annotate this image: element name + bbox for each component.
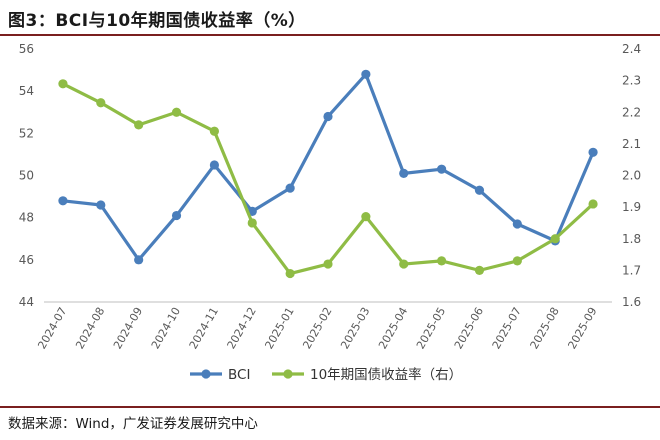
data-point [247,218,257,228]
x-tick-label: 2025-02 [300,305,334,351]
x-tick-label: 2025-06 [452,305,486,351]
data-point [550,234,560,244]
x-tick-label: 2025-08 [528,305,562,351]
y-right-tick-label: 2.3 [622,74,641,88]
y-left-tick-label: 46 [19,253,34,267]
x-tick-label: 2025-03 [338,305,372,351]
data-point [361,69,371,79]
data-point [588,199,598,209]
data-point [96,200,106,210]
data-point [437,256,447,266]
data-point [437,164,447,174]
series-line [62,72,595,262]
x-tick-label: 2025-05 [414,305,448,351]
chart-axes: 44 46 48 50 52 54 56 1.6 1.7 1.8 1.9 2.0 2.1 2.2 2.3 2.… [19,42,641,351]
data-point [399,259,409,269]
y-left-tick-label: 56 [19,42,34,56]
data-point [399,168,409,178]
series-bond-yield [58,79,598,279]
y-right-tick-label: 1.9 [622,200,641,214]
data-point [512,256,522,266]
chart-legend: BCI 10年期国债收益率（右） [190,366,462,383]
x-tick-label: 2025-07 [490,305,524,351]
x-tick-label: 2024-09 [111,305,145,351]
x-tick-label: 2024-10 [149,305,183,351]
data-point [588,147,598,157]
source-note: 数据来源：Wind，广发证券发展研究中心 [8,416,258,432]
y-right-tick-label: 2.2 [622,105,641,119]
series-bci [58,69,598,265]
legend-item: 10年期国债收益率（右） [272,366,462,383]
legend-marker [201,369,211,379]
legend-label: BCI [228,367,250,383]
y-left-tick-label: 44 [19,295,34,309]
title-rule [0,34,660,36]
data-point [323,111,333,122]
x-tick-label: 2024-11 [187,305,221,351]
x-tick-label: 2025-04 [376,305,410,351]
y-left-tick-label: 48 [19,211,34,225]
x-tick-label: 2025-09 [565,305,599,351]
x-tick-label: 2024-12 [225,305,259,351]
data-point [134,120,144,130]
y-right-tick-label: 1.6 [622,295,641,309]
data-point [171,107,182,117]
y-right-tick-label: 1.7 [622,263,641,277]
chart-marks [58,69,598,279]
y-right-tick-label: 1.8 [622,232,641,246]
data-point [474,265,485,275]
legend-label: 10年期国债收益率（右） [310,366,462,383]
source-rule [0,406,660,408]
y-left-tick-label: 54 [19,84,34,98]
data-point [96,98,106,108]
x-tick-label: 2024-08 [73,305,107,351]
data-point [171,210,182,221]
data-point [512,219,522,229]
data-point [285,183,295,193]
x-tick-label: 2024-07 [35,305,69,351]
data-point [58,196,68,206]
y-right-tick-label: 2.1 [622,137,641,151]
data-point [209,160,219,170]
y-right-tick-label: 2.4 [622,42,641,56]
data-point [209,126,219,136]
data-point [134,255,144,265]
data-point [323,259,333,269]
y-left-tick-label: 52 [19,126,34,140]
data-point [58,79,68,89]
y-left-tick-label: 50 [19,169,34,183]
data-point [474,185,485,195]
data-point [361,212,371,222]
legend-marker [283,369,293,379]
data-point [285,268,295,279]
x-tick-label: 2025-01 [262,305,296,351]
legend-item: BCI [190,367,250,383]
y-right-tick-label: 2.0 [622,169,641,183]
figure-title: 图3：BCI与10年期国债收益率（%） [8,11,306,31]
